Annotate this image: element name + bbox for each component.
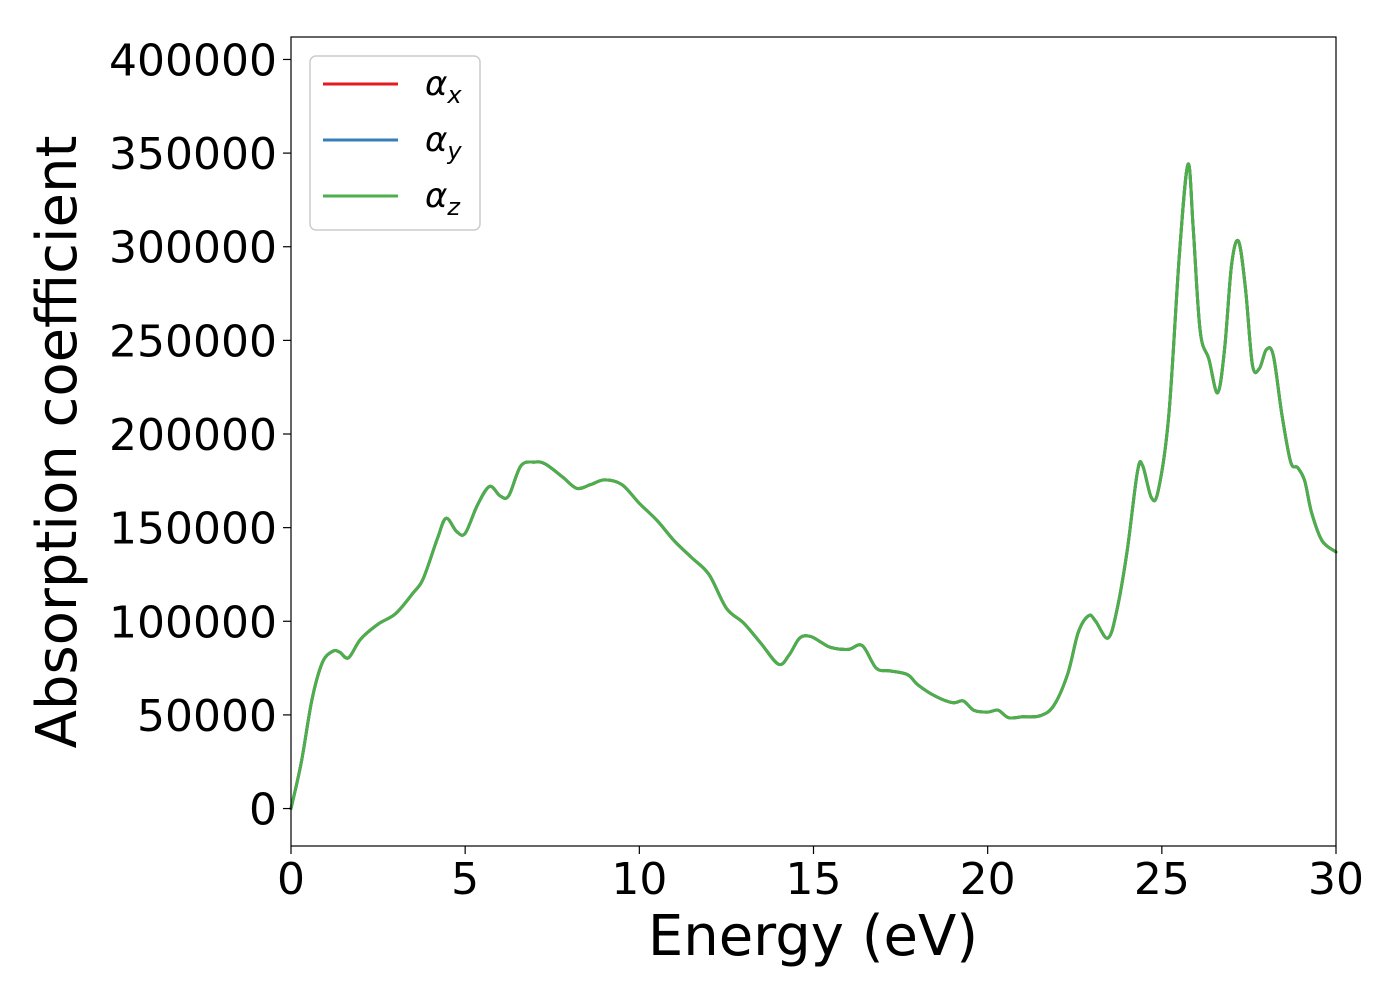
x-tick-label: 30 — [1308, 854, 1364, 905]
legend-entry-label: αx — [425, 64, 462, 109]
plot-lines — [289, 162, 1338, 810]
y-axis-title: Absorption coefficient — [25, 136, 90, 749]
x-axis: 0 5 10 15 20 25 30 — [277, 846, 1364, 905]
x-tick-label: 5 — [451, 854, 479, 905]
series-line-αz — [289, 162, 1338, 810]
x-tick-label: 15 — [786, 854, 842, 905]
y-axis: 0 50000 100000 150000 200000 250000 300000 3500… — [109, 35, 291, 836]
y-tick-label: 350000 — [109, 129, 277, 180]
y-tick-label: 250000 — [109, 316, 277, 367]
x-tick-label: 10 — [611, 854, 667, 905]
y-tick-label: 200000 — [109, 410, 277, 461]
legend-entry-label: αy — [425, 120, 462, 165]
x-tick-label: 20 — [960, 854, 1016, 905]
y-tick-label: 300000 — [109, 223, 277, 274]
legend: αx αy αz — [309, 55, 481, 231]
legend-box — [309, 55, 481, 231]
x-tick-label: 0 — [277, 854, 305, 905]
y-tick-label: 100000 — [109, 597, 277, 648]
legend-entry-label: αz — [425, 176, 461, 221]
x-axis-title: Energy (eV) — [648, 904, 978, 969]
x-tick-label: 25 — [1134, 854, 1190, 905]
y-tick-label: 400000 — [109, 35, 277, 86]
y-tick-label: 150000 — [109, 504, 277, 555]
y-tick-label: 0 — [249, 785, 277, 836]
y-tick-label: 50000 — [137, 691, 277, 742]
